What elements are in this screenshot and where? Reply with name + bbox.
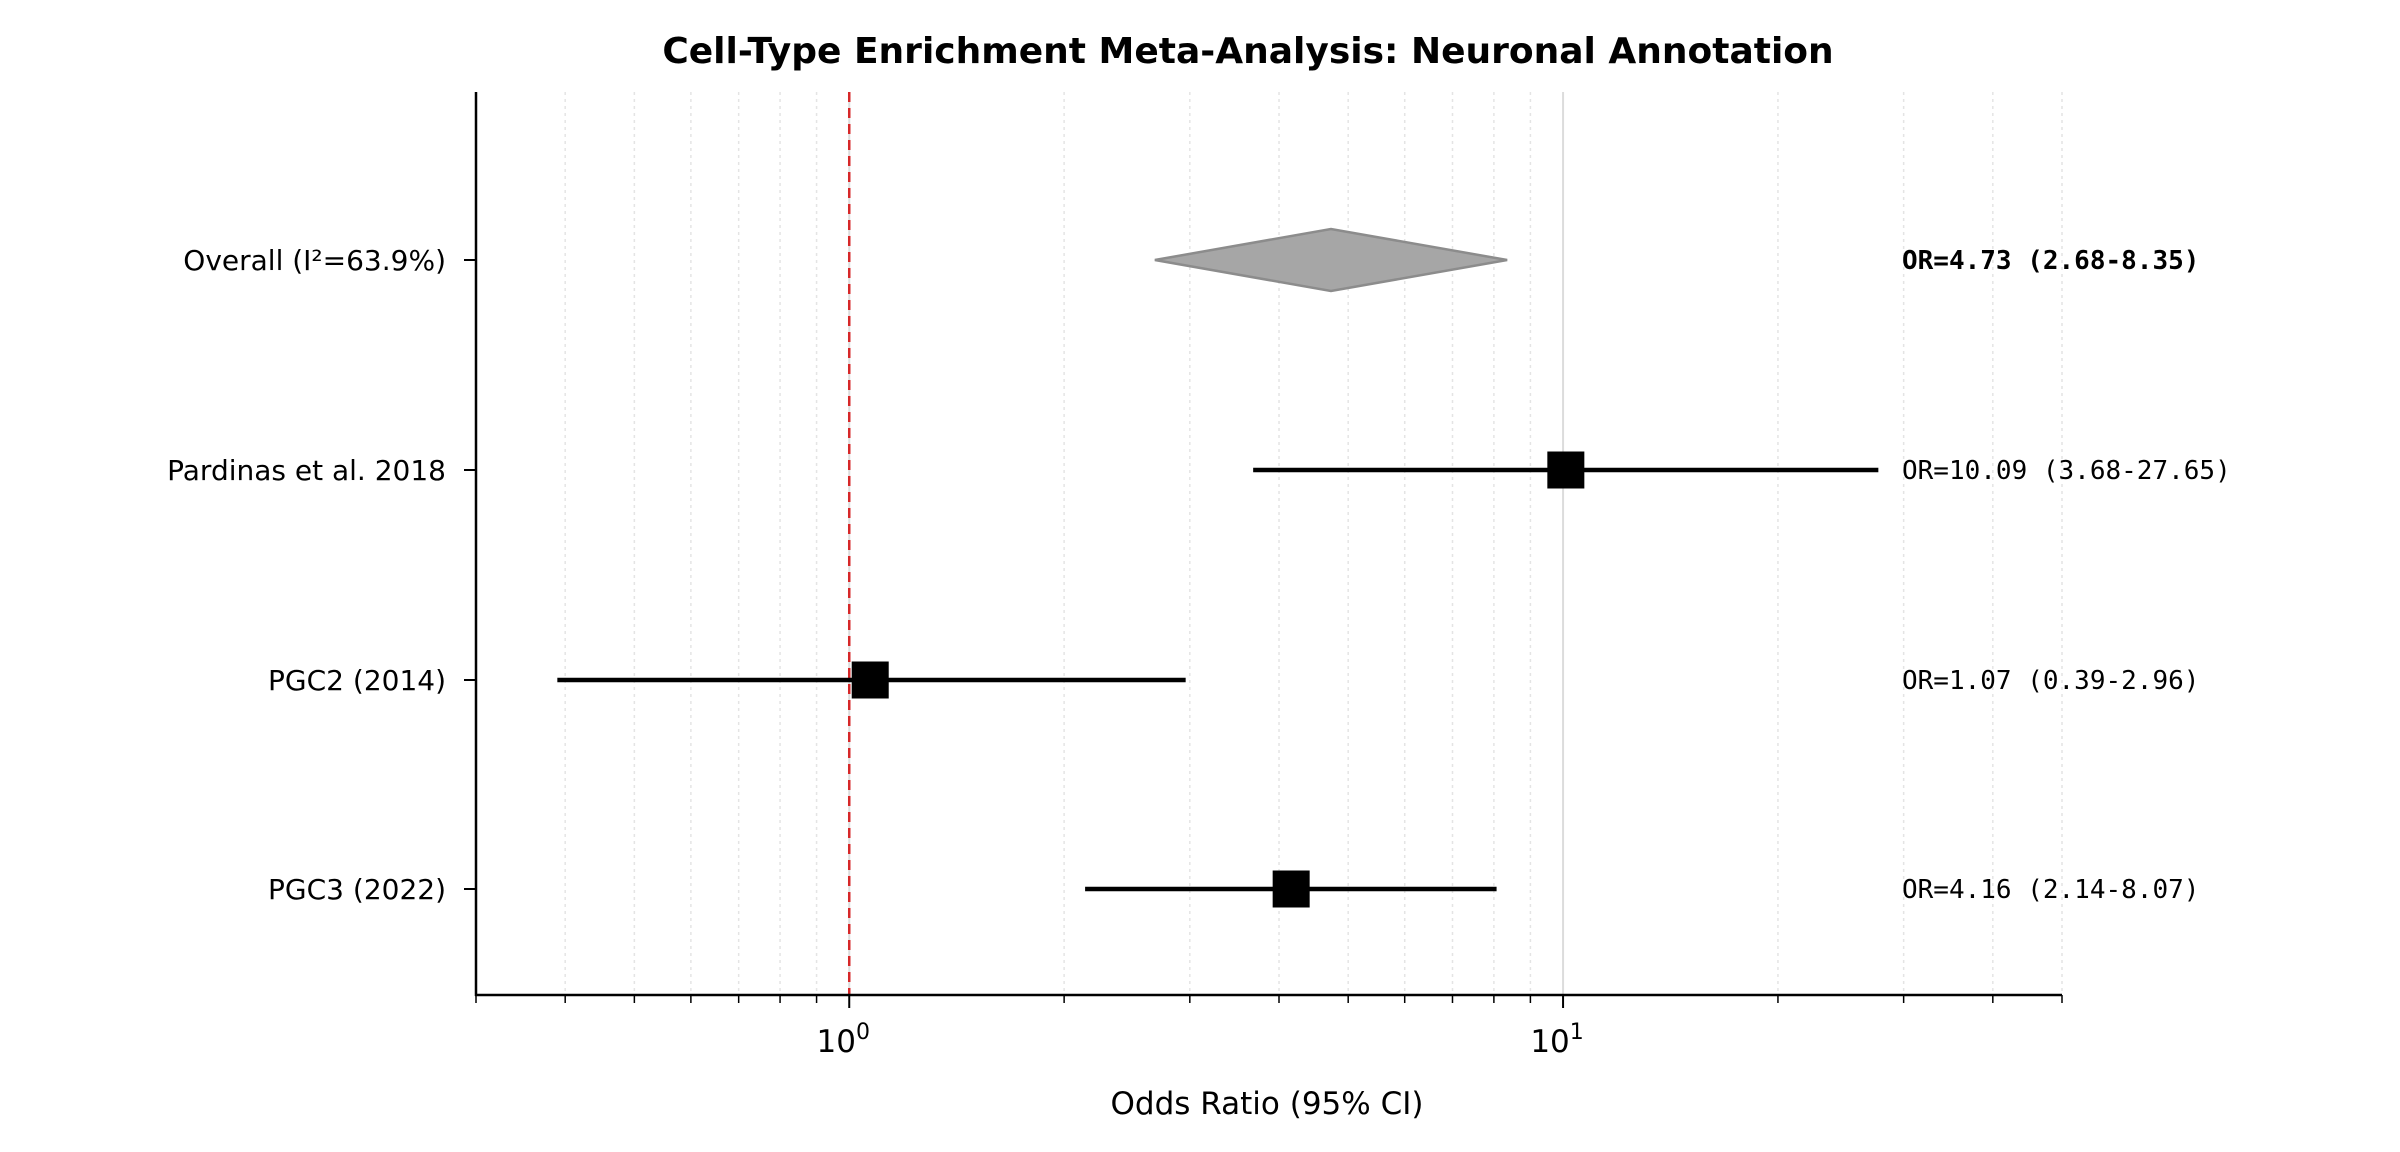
x-axis-label: Odds Ratio (95% CI) <box>1111 1086 1424 1122</box>
summary-diamond <box>1154 227 1508 293</box>
point-estimate <box>1272 870 1310 908</box>
x-tick-label: 101 <box>1530 1020 1583 1060</box>
row-annotation: OR=1.07 (0.39-2.96) <box>1902 666 2199 696</box>
study-row: Pardinas et al. 2018 OR=10.09 (3.68-27.65… <box>167 451 2231 489</box>
x-tick-base: 10 <box>817 1024 856 1060</box>
row-annotation: OR=4.73 (2.68-8.35) <box>1902 246 2199 276</box>
chart-title: Cell-Type Enrichment Meta-Analysis: Neur… <box>662 31 1833 72</box>
row-annotation: OR=4.16 (2.14-8.07) <box>1902 875 2199 905</box>
row-label: Overall (I²=63.9%) <box>183 244 446 277</box>
point-estimate <box>1547 451 1585 489</box>
x-tick-label: 100 <box>817 1020 870 1060</box>
x-tick-base: 10 <box>1530 1024 1569 1060</box>
x-tick-labels: 100 101 <box>817 1020 1584 1060</box>
study-row: PGC2 (2014) OR=1.07 (0.39-2.96) <box>268 661 2199 699</box>
study-row: PGC3 (2022) OR=4.16 (2.14-8.07) <box>268 870 2199 908</box>
axes <box>464 92 2063 1008</box>
point-estimate <box>851 661 889 699</box>
x-tick-exponent: 0 <box>856 1020 870 1045</box>
row-annotation: OR=10.09 (3.68-27.65) <box>1902 456 2231 486</box>
row-label: Pardinas et al. 2018 <box>167 454 446 487</box>
row-label: PGC3 (2022) <box>268 873 446 906</box>
x-tick-exponent: 1 <box>1570 1020 1584 1045</box>
row-label: PGC2 (2014) <box>268 664 446 697</box>
summary-row: Overall (I²=63.9%) OR=4.73 (2.68-8.35) <box>183 227 2199 293</box>
grid-lines <box>475 92 2063 995</box>
forest-rows: Overall (I²=63.9%) OR=4.73 (2.68-8.35) Par… <box>167 227 2231 908</box>
